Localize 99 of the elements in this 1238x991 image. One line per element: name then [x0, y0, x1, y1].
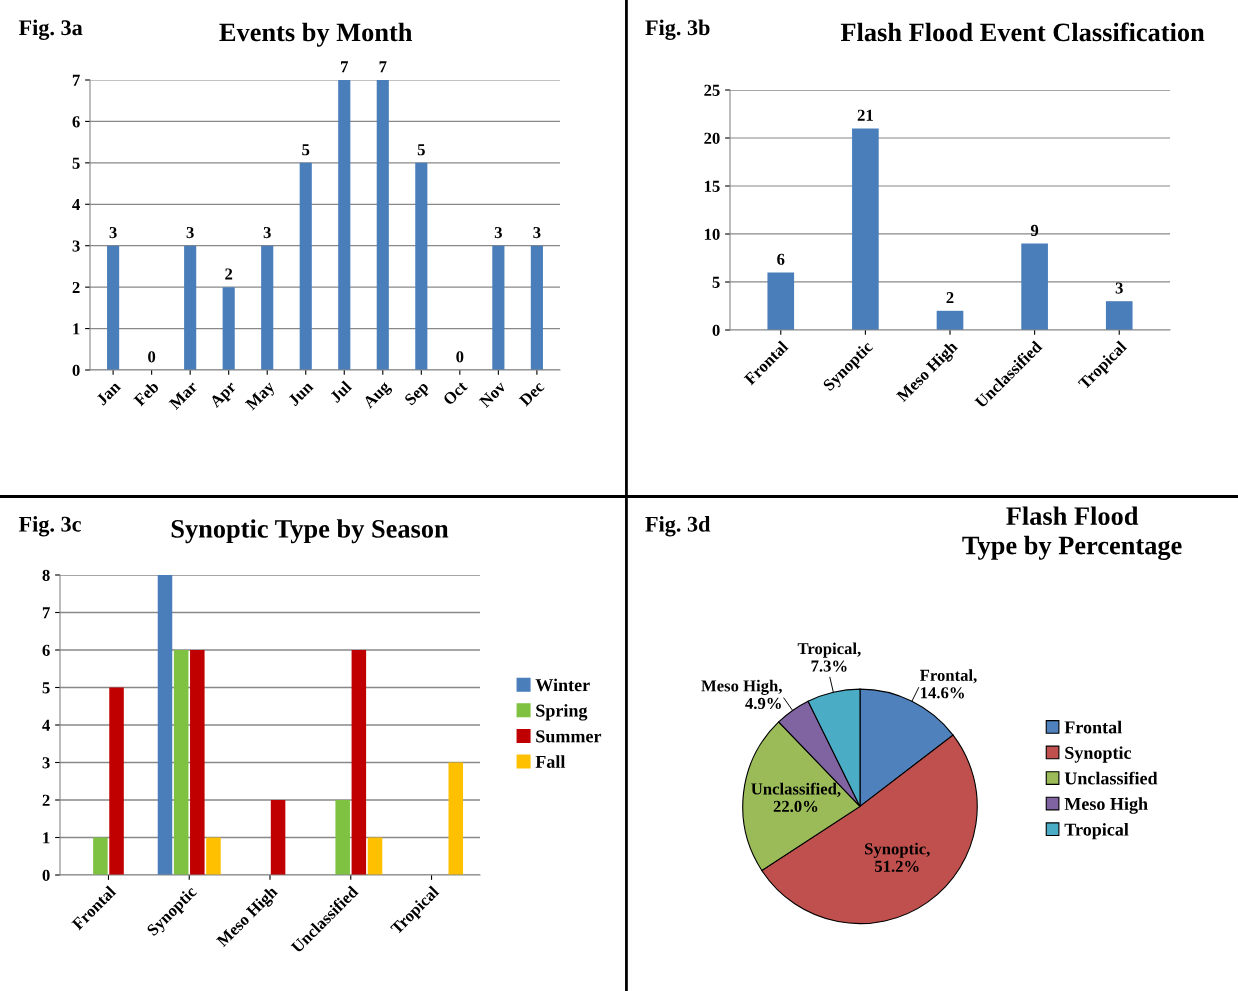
caption: Fig. 3b: [645, 19, 710, 40]
bar: [157, 575, 173, 875]
caption: Fig. 3c: [18, 516, 81, 537]
data-label: 0: [456, 351, 464, 363]
y-tick-label: 15: [704, 180, 720, 192]
bar: [270, 800, 286, 875]
bar: [530, 245, 543, 370]
x-tick-label: Oct: [442, 380, 469, 406]
bar: [190, 650, 205, 875]
data-label: 3: [109, 226, 117, 239]
bar: [222, 287, 235, 370]
legend-label: Tropical: [1064, 822, 1129, 840]
bar: [1021, 243, 1048, 330]
y-tick-label: 1: [43, 832, 50, 844]
y-tick-label: 2: [72, 281, 80, 293]
y-tick-label: 5: [42, 682, 50, 694]
x-tick-label: Jun: [287, 380, 314, 407]
legend-label: Spring: [536, 704, 588, 721]
bar: [492, 245, 505, 370]
y-tick-label: 7: [72, 74, 80, 86]
bar: [335, 800, 350, 875]
data-label: 3: [494, 226, 502, 239]
legend-label: Summer: [536, 730, 602, 743]
bar: [351, 650, 367, 875]
y-tick-label: 7: [42, 607, 50, 619]
y-tick-label: 1: [73, 323, 80, 335]
legend-label: Meso High: [1064, 797, 1148, 814]
x-tick-label: Aug: [362, 380, 394, 412]
chart-title: Flash Flood Event Classification: [840, 22, 1205, 42]
x-tick-label: Feb: [132, 380, 160, 407]
bar: [93, 837, 108, 875]
data-label: 3: [1115, 282, 1123, 294]
legend-label: Winter: [535, 678, 590, 692]
y-tick-label: 5: [72, 157, 80, 169]
y-tick-label: 0: [72, 364, 80, 376]
data-label: Synoptic, 51.2%: [865, 842, 930, 872]
data-label: 21: [857, 109, 873, 121]
y-tick-label: 3: [42, 757, 50, 769]
y-tick-label: 8: [42, 569, 50, 581]
y-tick-label: 4: [72, 199, 80, 211]
data-label: 6: [777, 253, 785, 265]
x-tick-label: Jan: [95, 380, 122, 406]
data-label: 5: [417, 144, 425, 156]
chart-title: Events by Month: [219, 22, 413, 47]
bar: [299, 162, 312, 370]
bar: [767, 272, 795, 330]
bar: [376, 80, 389, 370]
data-label: 9: [1030, 224, 1039, 237]
x-tick-label: Mar: [168, 380, 199, 411]
y-tick-label: 2: [42, 794, 50, 806]
bar: [367, 837, 383, 875]
x-tick-label: Sep: [403, 380, 432, 409]
y-tick-label: 20: [704, 132, 720, 144]
chart-title: Synoptic Type by Season: [171, 519, 449, 544]
bar: [173, 650, 189, 875]
bar: [852, 128, 879, 330]
bar: [109, 687, 124, 875]
data-label: 2: [225, 268, 233, 280]
y-tick-label: 3: [72, 240, 80, 252]
bar: [206, 837, 221, 875]
legend-label: Unclassified: [1064, 771, 1158, 785]
bar: [184, 245, 197, 370]
data-label: Tropical, 7.3%: [797, 642, 861, 672]
y-tick-label: 25: [704, 84, 720, 96]
bar: [415, 162, 428, 370]
legend-label: Synoptic: [1065, 746, 1132, 763]
legend-label: Frontal: [1064, 720, 1122, 734]
x-tick-label: Nov: [478, 380, 507, 409]
bar: [448, 762, 464, 875]
bar: [261, 245, 274, 370]
chart-title: Flash Flood Type by Percentage: [962, 506, 1182, 560]
y-tick-label: 5: [712, 276, 720, 288]
y-tick-label: 0: [42, 869, 50, 881]
legend-label: Fall: [535, 755, 566, 768]
data-label: 3: [263, 226, 271, 239]
data-label: Meso High, 4.9%: [701, 679, 782, 710]
data-label: Unclassified, 22.0%: [751, 782, 841, 813]
bar: [1105, 301, 1133, 330]
x-tick-label: Dec: [518, 380, 545, 407]
data-label: 7: [341, 61, 349, 73]
y-tick-label: 4: [42, 719, 50, 731]
data-label: Frontal, 14.6%: [919, 669, 977, 699]
data-label: 7: [379, 61, 387, 73]
y-tick-label: 6: [72, 116, 80, 128]
y-tick-label: 6: [42, 644, 50, 656]
caption: Fig. 3a: [18, 19, 83, 40]
data-label: 3: [533, 226, 541, 239]
data-label: 5: [302, 144, 310, 156]
x-tick-label: Apr: [208, 380, 240, 411]
y-tick-label: 0: [712, 324, 720, 336]
bar: [338, 80, 351, 370]
bar: [936, 310, 964, 330]
caption: Fig. 3d: [645, 516, 711, 537]
bar: [107, 245, 120, 370]
data-label: 0: [148, 351, 156, 363]
data-label: 3: [186, 226, 194, 239]
data-label: 2: [946, 292, 954, 304]
y-tick-label: 10: [704, 228, 720, 240]
x-tick-label: Jul: [329, 379, 353, 404]
